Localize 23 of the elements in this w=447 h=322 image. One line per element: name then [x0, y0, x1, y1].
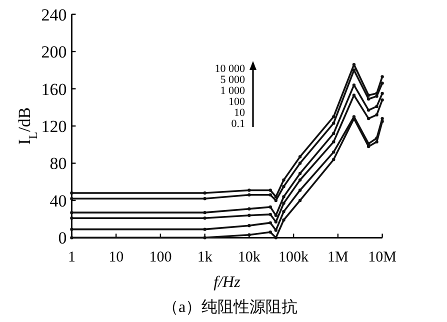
- annotation: 10 000: [214, 63, 246, 75]
- x-tick-label: 10M: [368, 250, 396, 266]
- y-tick-label: 160: [41, 80, 67, 99]
- y-tick-label: 80: [50, 154, 67, 174]
- x-axis-title: f/Hz: [214, 274, 242, 291]
- annotation: 5 000: [220, 74, 246, 86]
- annotation: 0.1: [231, 118, 245, 130]
- text: （a）纯阻性源阻抗: [162, 298, 298, 316]
- y-tick-label: 240: [41, 5, 67, 24]
- x-tick-label: 100k: [278, 250, 310, 266]
- annotation: 1 000: [220, 85, 246, 97]
- y-tick-label: 0: [58, 228, 67, 248]
- annotation: 100: [228, 96, 246, 108]
- y-tick-label: 200: [41, 42, 67, 62]
- x-tick-label: 10k: [238, 250, 261, 266]
- annotation: 10: [234, 107, 246, 119]
- y-tick-label: 120: [41, 117, 67, 136]
- x-tick-label: 1k: [197, 250, 213, 266]
- x-tick-label: 1M: [328, 250, 348, 266]
- x-tick-label: 100: [149, 250, 172, 266]
- y-tick-label: 40: [50, 191, 67, 210]
- x-tick-label: 10: [108, 250, 124, 266]
- x-tick-label: 1: [68, 250, 76, 266]
